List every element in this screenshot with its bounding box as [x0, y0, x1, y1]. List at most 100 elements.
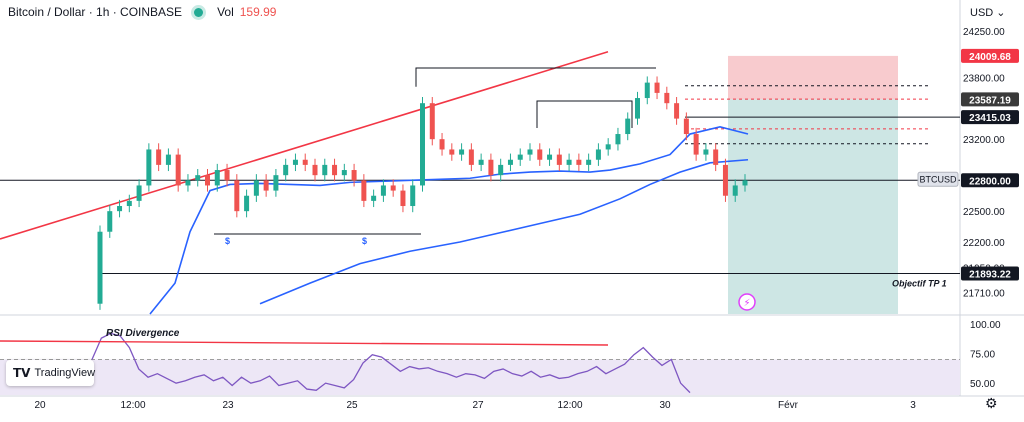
- candle-body: [224, 170, 230, 181]
- time-tick-label: 30: [659, 400, 671, 411]
- price-tick-label: 21710.00: [963, 288, 1005, 299]
- price-tick-label: 24250.00: [963, 27, 1005, 38]
- rsi-tick-label: 100.00: [970, 320, 1001, 331]
- candle-body: [586, 159, 592, 165]
- symbol-title[interactable]: Bitcoin / Dollar · 1h · COINBASE: [8, 5, 183, 19]
- candle-body: [136, 185, 142, 201]
- candle-body: [439, 139, 445, 150]
- candle-body: [742, 180, 748, 186]
- candle-body: [605, 144, 611, 150]
- price-tick-label: 22500.00: [963, 207, 1005, 218]
- candle-body: [517, 154, 523, 160]
- candle-body: [175, 154, 181, 186]
- candle-body: [498, 164, 504, 176]
- candle-body: [107, 211, 113, 232]
- candle-body: [664, 92, 670, 104]
- candle-body: [97, 231, 103, 304]
- current-price-label: 22800.00: [969, 176, 1011, 187]
- candle-body: [400, 190, 406, 207]
- range-line-top: [415, 67, 656, 87]
- symbol-tag: BTCUSD: [919, 174, 957, 184]
- candle-body: [332, 164, 338, 176]
- time-tick-label: 3: [910, 400, 916, 411]
- currency-label: USD: [970, 7, 994, 19]
- rsi-tick-label: 50.00: [970, 379, 995, 390]
- price-label-21893.22-bg: [961, 266, 1019, 281]
- volume-value: 159.99: [239, 5, 277, 19]
- tradingview-logo-icon: 𝗧𝗩: [13, 366, 31, 380]
- tradingview-label: TradingView: [34, 367, 96, 379]
- candle-body: [165, 154, 171, 165]
- candle-body: [371, 195, 377, 201]
- candle-body: [635, 98, 640, 119]
- candles-group: [97, 76, 748, 310]
- dollar-marker: $: [362, 236, 367, 246]
- candle-body: [468, 149, 474, 165]
- candle-body: [722, 164, 728, 196]
- candle-body: [380, 185, 386, 196]
- candle-body: [322, 164, 328, 176]
- candle-body: [703, 149, 709, 155]
- candle-body: [674, 103, 680, 119]
- gear-icon[interactable]: ⚙: [985, 395, 998, 411]
- price-tick-label: 23200.00: [963, 135, 1005, 146]
- candle-body: [449, 149, 455, 155]
- price-label-23587.19: 23587.19: [969, 95, 1011, 106]
- chevron-down-icon: ⌄: [996, 7, 1006, 19]
- candle-body: [195, 175, 201, 181]
- rsi-line: [91, 332, 691, 394]
- price-label-23415.03: 23415.03: [969, 113, 1011, 124]
- candle-body: [126, 200, 132, 207]
- candle-body: [302, 159, 308, 165]
- time-tick-label: 12:00: [120, 400, 145, 411]
- candle-body: [410, 185, 416, 207]
- tradingview-badge[interactable]: 𝗧𝗩 TradingView: [6, 360, 96, 386]
- rsi-title: RSI Divergence: [106, 328, 180, 339]
- trend-line: [0, 51, 609, 240]
- moving-average-1: [149, 126, 749, 315]
- lightning-icon: [738, 293, 756, 311]
- candle-body: [595, 149, 601, 160]
- rsi-divergence-line: [0, 340, 609, 346]
- candle-body: [683, 118, 689, 135]
- candle-body: [244, 195, 250, 212]
- candle-body: [263, 180, 269, 191]
- price-label-24009.68-bg: [961, 48, 1019, 63]
- time-tick-label: 27: [472, 400, 484, 411]
- candle-body: [273, 175, 279, 191]
- range-line-mid: [536, 100, 633, 128]
- candle-body: [644, 82, 650, 99]
- candle-body: [693, 134, 699, 155]
- candle-body: [429, 103, 435, 140]
- moving-average-2: [259, 158, 749, 305]
- rsi-tick-label: 75.00: [970, 350, 995, 361]
- candle-body: [547, 154, 553, 160]
- candle-body: [576, 159, 582, 165]
- candle-body: [556, 154, 562, 165]
- price-label-23587.19-bg: [961, 92, 1019, 107]
- candle-body: [234, 180, 240, 212]
- candle-body: [478, 159, 484, 165]
- candle-body: [654, 82, 660, 93]
- candle-body: [312, 164, 318, 176]
- candle-body: [146, 149, 152, 186]
- currency-selector[interactable]: USD ⌄: [970, 6, 1006, 19]
- candle-body: [185, 180, 191, 186]
- candle-body: [341, 170, 347, 176]
- candle-body: [732, 185, 738, 196]
- market-status-icon: [194, 7, 204, 17]
- price-tick-label: 22200.00: [963, 238, 1005, 249]
- time-tick-label: 25: [346, 400, 358, 411]
- chart-header: Bitcoin / Dollar · 1h · COINBASE Vol 159…: [8, 5, 276, 19]
- dollar-marker: $: [225, 236, 230, 246]
- price-label-23415.03-bg: [961, 110, 1019, 125]
- take-profit-zone: [728, 99, 898, 314]
- time-tick-label: 12:00: [557, 400, 582, 411]
- tp-annotation: Objectif TP 1: [892, 279, 947, 289]
- lightning-glyph: ⚡: [743, 298, 750, 309]
- candle-body: [507, 159, 513, 165]
- candle-body: [292, 159, 298, 165]
- volume-label: Vol: [217, 5, 234, 19]
